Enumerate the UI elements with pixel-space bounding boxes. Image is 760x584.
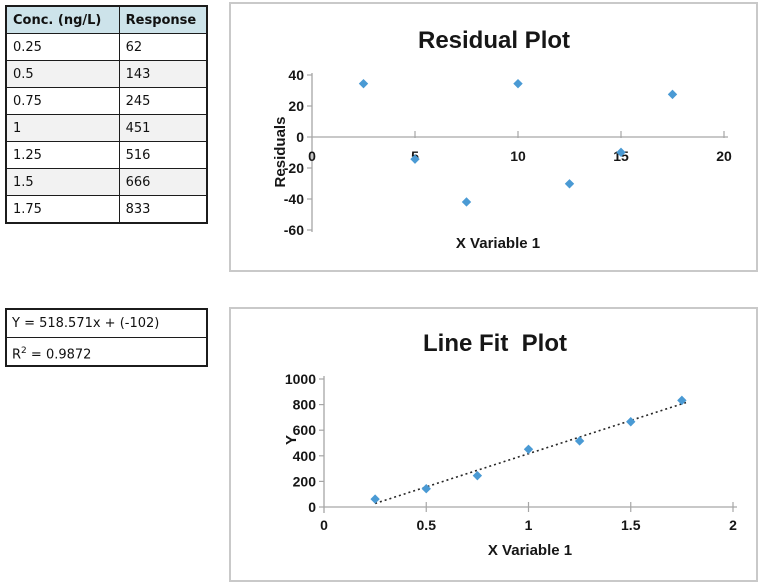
linefit-trendline-group [374,401,687,505]
header-conc: Conc. (ng/L) [5,5,120,34]
data-point-marker [616,147,626,158]
y-tick-label: -60 [284,222,304,238]
concentration-response-table: Conc. (ng/L) Response 0.25 62 0.5 143 0.75 24… [5,5,208,224]
x-tick-label: 20 [716,148,732,164]
data-point-marker [410,154,420,164]
header-response: Response [118,5,208,34]
table-header-row: Conc. (ng/L) Response [5,5,208,34]
x-tick-label: 10 [510,148,526,164]
data-point-marker [421,483,431,494]
y-tick-label: 800 [293,397,317,413]
table-row: 1.25 516 [5,141,208,169]
data-point-marker [370,494,380,504]
table-cell: 1.75 [5,195,120,224]
residual-x-axis-title: X Variable 1 [456,235,540,252]
r-squared-value: R2 = 0.9872 [7,337,206,365]
trendline [374,401,687,505]
x-tick-label: 2 [729,517,737,533]
table-cell: 833 [118,195,208,224]
linefit-chart-title: Line Fit Plot [423,330,567,357]
table-cell: 0.25 [5,33,120,61]
x-tick-label: 0 [320,517,328,533]
y-tick-label: 400 [293,448,317,464]
data-point-marker [461,197,472,207]
data-point-marker [564,179,575,189]
table-cell: 143 [118,60,208,88]
x-tick-label: 1.5 [621,517,641,533]
linefit-tick-labels: 0 200 400 600 800 1000 0 0.5 1 1.5 2 [285,371,737,533]
y-tick-label: 20 [288,98,304,114]
table-cell: 0.5 [5,60,120,88]
table-cell: 62 [118,33,208,61]
superscript-2: 2 [21,346,27,356]
linefit-axes [319,376,737,513]
residual-y-axis-title: Residuals [272,117,289,188]
linefit-y-axis-title: Y [283,435,300,445]
table-row: 0.75 245 [5,87,208,115]
data-point-marker [626,417,636,427]
line-fit-plot-chart: 0 200 400 600 800 1000 0 0.5 1 1.5 2 Line Fit Plot… [229,307,758,582]
table-cell: 666 [118,168,208,196]
table-row: 1.75 833 [5,195,208,224]
data-point-marker [513,78,523,89]
y-tick-label: 0 [296,129,304,145]
x-tick-label: 0.5 [417,517,437,533]
x-tick-label: 0 [308,148,316,164]
data-point-marker [677,395,687,406]
linefit-points [370,395,687,504]
y-tick-label: 200 [293,473,317,489]
y-tick-label: -40 [284,191,304,207]
table-row: 0.5 143 [5,60,208,88]
y-tick-label: 1000 [285,371,316,387]
table-cell: 1.5 [5,168,120,196]
regression-equation: Y = 518.571x + (-102) [12,316,160,331]
y-tick-label: -20 [284,160,304,176]
table-row: 0.25 62 [5,33,208,61]
data-point-marker [472,470,483,481]
table-cell: 516 [118,141,208,169]
residual-chart-title: Residual Plot [418,27,570,54]
linefit-x-axis-title: X Variable 1 [488,542,572,559]
residual-points [358,78,678,207]
table-cell: 451 [118,114,208,142]
y-tick-label: 600 [293,422,317,438]
residual-axes [307,73,728,232]
table-cell: 1.25 [5,141,120,169]
y-tick-label: 40 [288,67,304,83]
data-point-marker [358,78,369,89]
table-cell: 1 [5,114,120,142]
table-row: 1 451 [5,114,208,142]
data-point-marker [574,436,585,446]
x-tick-label: 1 [525,517,533,533]
data-point-marker [523,444,534,454]
table-row: 1.5 666 [5,168,208,196]
table-cell: 245 [118,87,208,115]
y-tick-label: 0 [308,499,316,515]
data-point-marker [667,89,678,100]
table-cell: 0.75 [5,87,120,115]
regression-equation-box: Y = 518.571x + (-102) R2 = 0.9872 [5,308,208,367]
